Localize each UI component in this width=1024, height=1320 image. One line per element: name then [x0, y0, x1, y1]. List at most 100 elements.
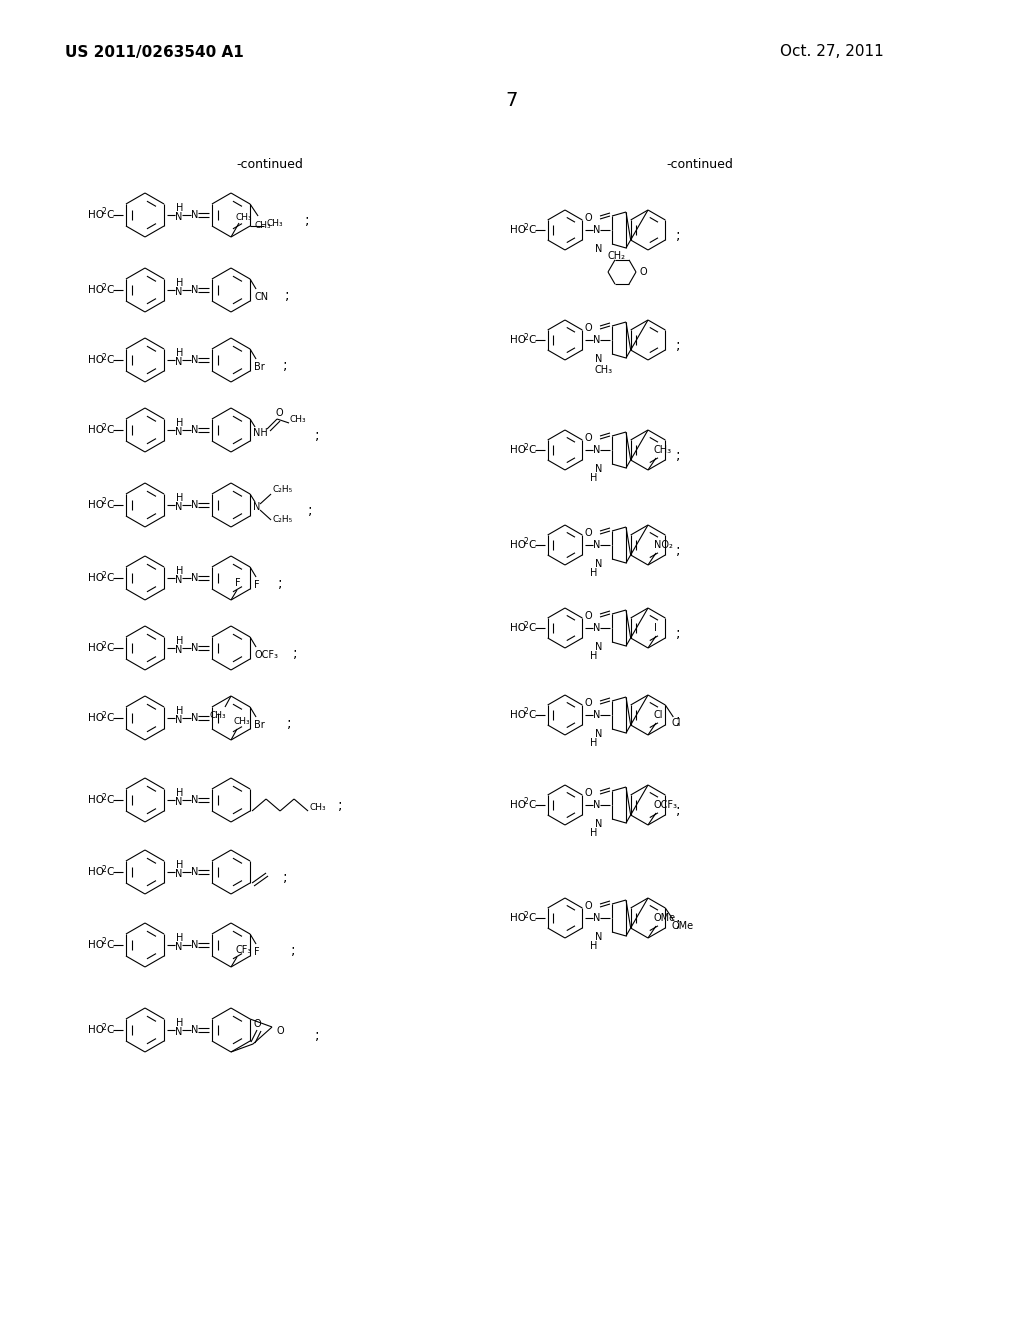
Text: N: N	[175, 1027, 182, 1038]
Text: Cl: Cl	[672, 718, 681, 729]
Text: N: N	[595, 558, 602, 569]
Text: OCF₃: OCF₃	[654, 800, 678, 810]
Text: C: C	[106, 1026, 114, 1035]
Text: CH₃: CH₃	[595, 366, 613, 375]
Text: C: C	[106, 285, 114, 294]
Text: C: C	[106, 940, 114, 950]
Text: N: N	[593, 800, 600, 810]
Text: H: H	[176, 933, 183, 942]
Text: N: N	[175, 286, 182, 297]
Text: H: H	[176, 203, 183, 213]
Text: CH₃: CH₃	[236, 213, 253, 222]
Text: F: F	[254, 946, 260, 957]
Text: ;: ;	[285, 288, 290, 302]
Text: C: C	[528, 710, 536, 719]
Text: 2: 2	[524, 223, 528, 231]
Text: N: N	[593, 710, 600, 719]
Text: N: N	[595, 932, 602, 942]
Text: CH₃: CH₃	[654, 445, 672, 455]
Text: H: H	[176, 636, 183, 645]
Text: HO: HO	[510, 800, 526, 810]
Text: 2: 2	[524, 537, 528, 546]
Text: O: O	[585, 788, 592, 799]
Text: C: C	[528, 335, 536, 345]
Text: Br: Br	[254, 719, 265, 730]
Text: N: N	[593, 335, 600, 345]
Text: N: N	[595, 818, 602, 829]
Text: HO: HO	[510, 335, 526, 345]
Text: 2: 2	[102, 207, 106, 216]
Text: HO: HO	[510, 623, 526, 634]
Text: C: C	[106, 643, 114, 653]
Text: O: O	[585, 213, 592, 223]
Text: H: H	[176, 1018, 183, 1028]
Text: 2: 2	[524, 797, 528, 807]
Text: ;: ;	[283, 870, 288, 884]
Text: HO: HO	[510, 913, 526, 923]
Text: ;: ;	[676, 713, 681, 727]
Text: O: O	[585, 528, 592, 539]
Text: C: C	[106, 713, 114, 723]
Text: Br: Br	[254, 362, 265, 372]
Text: ;: ;	[338, 799, 343, 812]
Text: HO: HO	[88, 940, 104, 950]
Text: N: N	[593, 224, 600, 235]
Text: N: N	[191, 285, 199, 294]
Text: C: C	[528, 800, 536, 810]
Text: N: N	[175, 356, 182, 367]
Text: ;: ;	[676, 916, 681, 931]
Text: OMe: OMe	[672, 921, 693, 931]
Text: C: C	[106, 425, 114, 436]
Text: I: I	[654, 623, 656, 634]
Text: O: O	[585, 323, 592, 333]
Text: HO: HO	[510, 445, 526, 455]
Text: 2: 2	[102, 352, 106, 362]
Text: N: N	[595, 465, 602, 474]
Text: CN: CN	[254, 292, 268, 302]
Text: CH₃: CH₃	[234, 717, 251, 726]
Text: C₂H₅: C₂H₅	[272, 484, 292, 494]
Text: H: H	[176, 706, 183, 715]
Text: ;: ;	[315, 1028, 319, 1041]
Text: N: N	[191, 713, 199, 723]
Text: H: H	[590, 828, 598, 838]
Text: HO: HO	[510, 224, 526, 235]
Text: C: C	[528, 913, 536, 923]
Text: N: N	[175, 426, 182, 437]
Text: OMe: OMe	[654, 913, 676, 923]
Text: H: H	[176, 418, 183, 428]
Text: HO: HO	[88, 713, 104, 723]
Text: N: N	[191, 795, 199, 805]
Text: F: F	[254, 579, 260, 590]
Text: O: O	[276, 1026, 284, 1036]
Text: 7: 7	[506, 91, 518, 110]
Text: ;: ;	[287, 715, 292, 730]
Text: H: H	[176, 279, 183, 288]
Text: HO: HO	[88, 867, 104, 876]
Text: 2: 2	[102, 710, 106, 719]
Text: CH₃: CH₃	[289, 414, 306, 424]
Text: HO: HO	[88, 573, 104, 583]
Text: N: N	[253, 502, 260, 512]
Text: N: N	[191, 573, 199, 583]
Text: ;: ;	[676, 447, 681, 462]
Text: H: H	[176, 861, 183, 870]
Text: CH₃: CH₃	[266, 219, 283, 227]
Text: H: H	[176, 566, 183, 576]
Text: N: N	[175, 715, 182, 725]
Text: ;: ;	[676, 338, 681, 352]
Text: N: N	[191, 425, 199, 436]
Text: N: N	[191, 867, 199, 876]
Text: N: N	[175, 797, 182, 807]
Text: HO: HO	[88, 425, 104, 436]
Text: N: N	[191, 500, 199, 510]
Text: 2: 2	[524, 911, 528, 920]
Text: N: N	[595, 642, 602, 652]
Text: 2: 2	[102, 570, 106, 579]
Text: HO: HO	[88, 285, 104, 294]
Text: ;: ;	[676, 803, 681, 817]
Text: O: O	[585, 611, 592, 620]
Text: C: C	[106, 210, 114, 220]
Text: N: N	[175, 869, 182, 879]
Text: N: N	[595, 354, 602, 364]
